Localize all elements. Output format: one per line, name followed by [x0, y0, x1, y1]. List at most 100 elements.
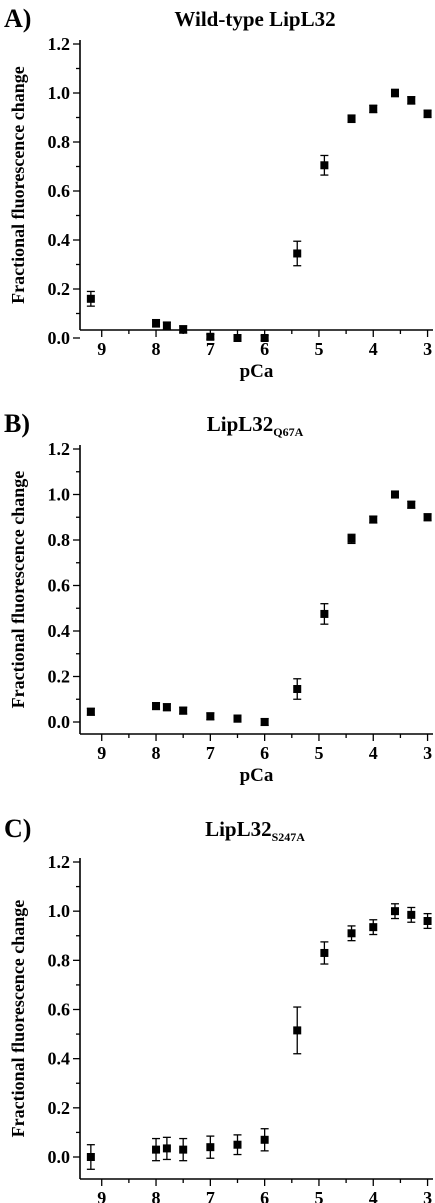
data-point [86, 1153, 95, 1161]
data-point [206, 332, 215, 341]
data-point [423, 917, 432, 925]
y-tick-label: 0.4 [48, 621, 71, 641]
data-point [179, 325, 188, 334]
x-tick-label: 3 [423, 1188, 432, 1203]
data-point [233, 1140, 242, 1149]
data-point [320, 609, 329, 618]
y-tick-label: 1.2 [48, 34, 71, 54]
x-tick-label: 6 [260, 743, 269, 763]
x-axis-label: pCa [240, 765, 274, 786]
x-tick-label: 9 [97, 743, 106, 763]
data-point [152, 702, 161, 711]
data-point [206, 712, 215, 721]
x-tick-label: 3 [423, 743, 432, 763]
data-point [369, 104, 378, 113]
data-point [347, 114, 356, 123]
chart-panel-b: B) LipL32Q67A 0.0 0.2 0.4 0.6 0.8 1.0 1.2 9 8 7 6 5 4 3… [4, 409, 433, 786]
chart-panel-c: C) LipL32S247A 0.0 0.2 0.4 0.6 0.8 1.0 1.2 9 8 7 6 5 4… [4, 814, 433, 1203]
data-point [162, 321, 171, 330]
data-point [179, 706, 188, 715]
x-tick-label: 8 [152, 339, 161, 359]
data-point [320, 161, 329, 170]
y-tick-label: 0.6 [48, 576, 71, 596]
data-point [260, 718, 269, 726]
x-tick-label: 7 [206, 743, 215, 763]
chart-title: LipL32Q67A [207, 412, 304, 439]
data-point [293, 685, 302, 694]
y-axis-label: Fractional fluorescence change [8, 900, 28, 1138]
panel-label: A) [4, 4, 31, 33]
data-point [407, 500, 416, 509]
y-tick-label: 1.2 [48, 439, 71, 459]
y-axis-label: Fractional fluorescence change [8, 66, 28, 304]
x-tick-label: 6 [260, 339, 269, 359]
y-tick-label: 0.8 [48, 950, 71, 970]
data-point [260, 1135, 269, 1144]
chart-title: Wild-type LipL32 [174, 7, 335, 31]
data-point [86, 707, 95, 716]
chart-title-subscript: Q67A [273, 425, 303, 439]
data-point [390, 89, 399, 97]
data-point [260, 334, 269, 342]
panel-label: C) [4, 814, 31, 843]
y-tick-label: 0.8 [48, 530, 71, 550]
x-tick-label: 5 [314, 1188, 323, 1203]
y-tick-label: 1.0 [48, 83, 71, 103]
y-tick-label: 0.0 [48, 1147, 71, 1167]
data-point [369, 515, 378, 524]
chart-title-main: Wild-type LipL32 [174, 7, 335, 31]
data-point [152, 319, 161, 328]
x-tick-label: 4 [369, 743, 378, 763]
x-tick-label: 9 [97, 1188, 106, 1203]
data-point [347, 929, 356, 938]
data-point [423, 513, 432, 522]
y-tick-label: 1.2 [48, 852, 71, 872]
x-tick-label: 3 [423, 339, 432, 359]
data-point [390, 907, 399, 916]
data-point [162, 1144, 171, 1153]
x-tick-label: 6 [260, 1188, 269, 1203]
chart-title-main: LipL32 [207, 412, 274, 436]
data-point [179, 1145, 188, 1154]
data-point [369, 923, 378, 932]
chart-title-main: LipL32 [205, 817, 272, 841]
data-point [233, 334, 242, 342]
y-tick-label: 0.8 [48, 132, 71, 152]
data-point [152, 1145, 161, 1154]
chart-panel-a: A) Wild-type LipL32 0.0 0.2 0.4 0.6 0.8 1.0 1.2 9… [4, 4, 433, 382]
data-point [206, 1143, 215, 1152]
chart-title-subscript: S247A [272, 830, 306, 844]
y-axis-label: Fractional fluorescence change [8, 471, 28, 709]
x-tick-label: 9 [97, 339, 106, 359]
y-tick-label: 0.4 [48, 230, 71, 250]
data-point [162, 703, 171, 712]
data-point [390, 490, 399, 499]
x-tick-label: 4 [369, 1188, 378, 1203]
y-tick-label: 0.6 [48, 1000, 71, 1020]
data-point [407, 910, 416, 919]
data-point [86, 294, 95, 303]
x-tick-label: 4 [369, 339, 378, 359]
data-point [347, 534, 356, 543]
data-point [293, 1026, 302, 1035]
data-point [407, 96, 416, 105]
data-point [423, 109, 432, 118]
data-point [293, 249, 302, 258]
y-tick-label: 1.0 [48, 485, 71, 505]
y-tick-label: 0.2 [48, 279, 71, 299]
y-tick-label: 0.0 [48, 712, 71, 732]
x-tick-label: 5 [314, 743, 323, 763]
y-tick-label: 0.4 [48, 1049, 71, 1069]
y-tick-label: 0.6 [48, 181, 71, 201]
x-tick-label: 7 [206, 339, 215, 359]
x-tick-label: 7 [206, 1188, 215, 1203]
x-tick-label: 8 [152, 743, 161, 763]
x-tick-label: 5 [314, 339, 323, 359]
chart-title: LipL32S247A [205, 817, 305, 844]
y-tick-label: 0.2 [48, 1098, 71, 1118]
x-tick-label: 8 [152, 1188, 161, 1203]
y-tick-label: 0.0 [48, 328, 71, 348]
panel-label: B) [4, 409, 30, 438]
y-tick-label: 0.2 [48, 667, 71, 687]
